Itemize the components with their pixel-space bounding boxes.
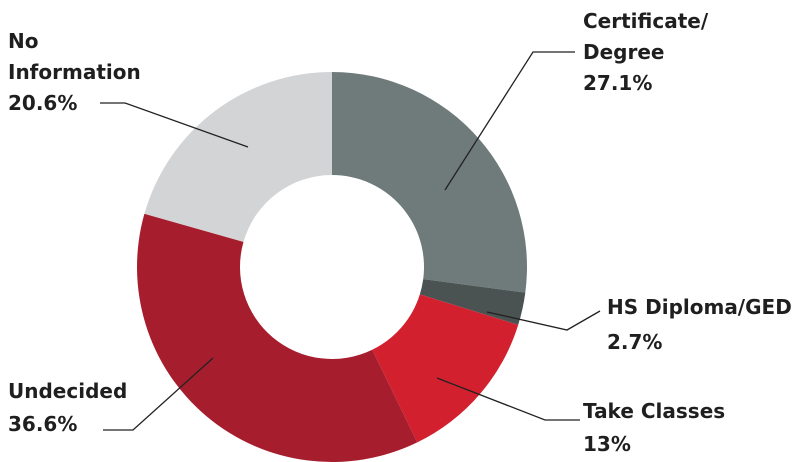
value-label: 20.6% (8, 91, 78, 115)
donut-slice (137, 213, 418, 462)
donut-slice (419, 279, 526, 325)
value-label: 36.6% (8, 412, 78, 436)
slice-label: HS Diploma/GED (607, 295, 792, 319)
value-label: 2.7% (607, 330, 663, 354)
donut-slice (372, 294, 519, 443)
slice-label: Certificate/ Degree (583, 9, 709, 64)
leader-line (103, 357, 214, 431)
leader-line (444, 51, 575, 191)
leader-line (486, 310, 601, 331)
slice-label: Take Classes (583, 399, 726, 423)
value-label: 27.1% (583, 71, 653, 95)
donut-slice (332, 72, 527, 293)
value-label: 13% (583, 432, 631, 456)
leader-line (100, 102, 249, 148)
donut-slice (144, 72, 332, 242)
slice-label: Undecided (8, 379, 128, 403)
leader-line (436, 377, 580, 421)
slice-label: No Information (8, 29, 141, 84)
